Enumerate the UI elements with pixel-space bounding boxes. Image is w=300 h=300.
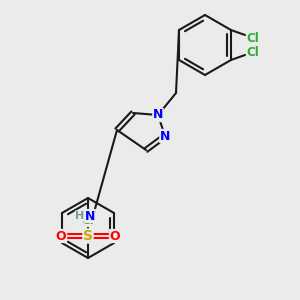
Text: N: N [153, 109, 163, 122]
Text: Cl: Cl [247, 32, 260, 44]
Text: Cl: Cl [82, 214, 94, 226]
Text: N: N [160, 130, 170, 142]
Text: S: S [83, 229, 93, 243]
Text: O: O [56, 230, 66, 242]
Text: Cl: Cl [247, 46, 260, 59]
Text: O: O [110, 230, 120, 242]
Text: H: H [75, 211, 85, 221]
Text: N: N [85, 209, 95, 223]
